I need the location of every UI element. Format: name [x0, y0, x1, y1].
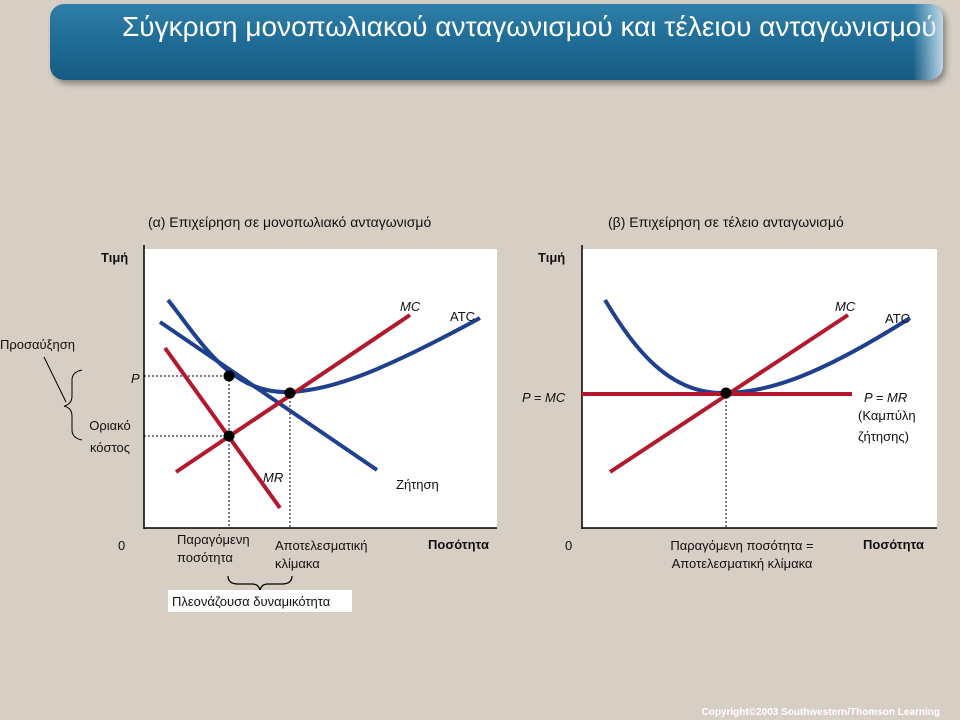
markup-label: Προσαύξηση — [0, 337, 75, 352]
demand-label-b-line1: P = MR — [864, 390, 907, 405]
mr-mc-intersection-point — [223, 430, 235, 442]
equilibrium-point-b — [720, 387, 732, 399]
slide-title: Σύγκριση μονοπωλιακού ανταγωνισμού και τ… — [122, 11, 937, 42]
efficient-scale-label-line2: κλίμακα — [275, 556, 320, 571]
marginal-cost-label-line1: Οριακό — [89, 418, 130, 433]
panel-a-heading: (α) Επιχείρηση σε μονοπωλιακό ανταγωνισμ… — [148, 214, 431, 230]
panel-b-quantity-label-line2: Αποτελεσματική κλίμακα — [672, 556, 813, 571]
markup-pointer — [43, 356, 67, 403]
atc-label-a: ATC — [450, 309, 475, 324]
mr-curve — [163, 346, 282, 510]
price-label-b: P = MC — [522, 390, 566, 405]
demand-label-b-line3: ζήτησης) — [858, 429, 909, 444]
title-banner: Σύγκριση μονοπωλιακού ανταγωνισμού και τ… — [50, 4, 943, 80]
quantity-produced-label-line2: ποσότητα — [177, 550, 233, 565]
panel-b-x-axis-label: Ποσότητα — [863, 537, 924, 552]
efficient-scale-point-a — [284, 387, 296, 399]
panel-b-heading: (β) Επιχείρηση σε τέλειο ανταγωνισμό — [608, 214, 844, 230]
panel-b-y-axis-label: Τιμή — [538, 250, 565, 265]
panel-b-origin: 0 — [565, 538, 572, 553]
demand-label-b-line2: (Καμπύλη — [858, 408, 916, 423]
excess-capacity-brace — [227, 575, 293, 592]
mr-label: MR — [263, 470, 283, 485]
atc-label-b: ATC — [885, 311, 910, 326]
markup-brace — [63, 369, 83, 441]
panel-b-quantity-label-line1: Παραγόμενη ποσότητα = — [670, 538, 813, 553]
efficient-scale-label-line1: Αποτελεσματική — [275, 538, 368, 553]
monopoly-price-point — [223, 370, 235, 382]
excess-capacity-label: Πλεονάζουσα δυναμικότητα — [172, 594, 331, 609]
panel-a-x-axis-label: Ποσότητα — [428, 537, 489, 552]
panel-a-origin: 0 — [118, 538, 125, 553]
mc-label-a: MC — [400, 299, 421, 314]
demand-label: Ζήτηση — [396, 477, 439, 492]
quantity-produced-label-line1: Παραγόμενη — [177, 532, 250, 547]
demand-curve — [158, 320, 379, 472]
copyright-notice: Copyright©2003 Southwestern/Thomson Lear… — [701, 707, 940, 718]
marginal-cost-label-line2: κόστος — [90, 440, 130, 455]
mc-label-b: MC — [835, 299, 856, 314]
price-label-a: P — [131, 371, 140, 386]
excess-capacity-box — [168, 590, 352, 612]
panel-a-y-axis-label: Τιμή — [101, 250, 128, 265]
